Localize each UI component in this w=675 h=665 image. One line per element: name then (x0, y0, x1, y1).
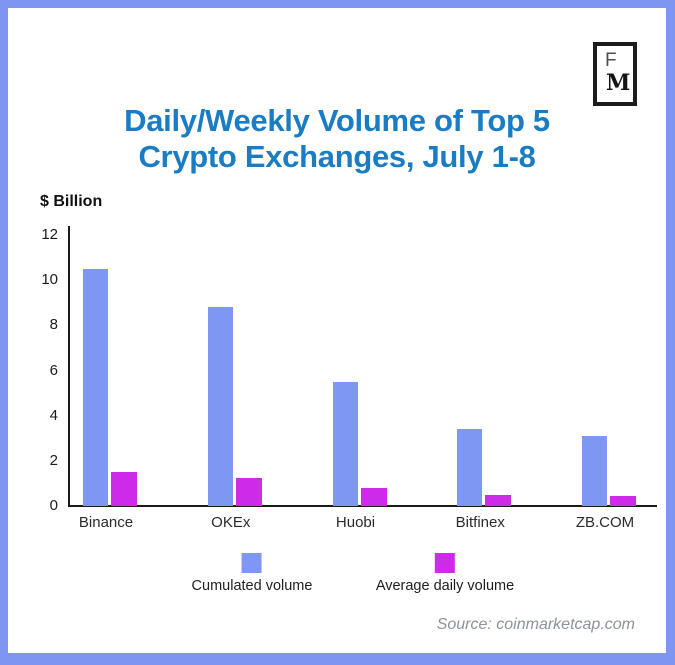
bar-average-daily-volume-zb-com (610, 496, 636, 506)
y-tick-label-2: 2 (49, 451, 58, 469)
y-axis-label: $ Billion (40, 193, 103, 210)
y-tick-label-8: 8 (49, 316, 58, 334)
fm-logo-letter-f: F (605, 50, 617, 71)
x-axis-line (68, 505, 657, 507)
bar-average-daily-volume-binance (111, 472, 137, 506)
legend-label-average-daily-volume: Average daily volume (375, 578, 515, 594)
bar-average-daily-volume-huobi (360, 488, 387, 506)
y-tick-label-10: 10 (41, 271, 58, 289)
bar-cumulated-volume-okex (207, 307, 233, 506)
legend-swatch-average-daily-volume (435, 553, 455, 573)
chart-title-line-2: Crypto Exchanges, July 1-8 (138, 139, 536, 174)
source-credit: Source: coinmarketcap.com (436, 616, 635, 633)
bar-average-daily-volume-bitfinex (485, 494, 512, 506)
y-tick-label-12: 12 (41, 226, 58, 243)
x-category-label-binance: Binance (78, 514, 134, 531)
bar-cumulated-volume-huobi (332, 381, 358, 506)
fm-logo-letter-m: M (606, 70, 631, 96)
legend-item-cumulated-volume: Cumulated volume (191, 553, 313, 594)
chart-title: Daily/Weekly Volume of Top 5 Crypto Exch… (8, 103, 666, 175)
y-axis-line (68, 226, 70, 506)
y-tick-label-4: 4 (49, 406, 58, 424)
legend-item-average-daily-volume: Average daily volume (376, 553, 514, 594)
bar-cumulated-volume-zb-com (582, 436, 607, 506)
x-category-label-huobi: Huobi (335, 514, 376, 531)
plot-area: 0 2 4 6 8 10 12 Binance OKEx Huobi Bitfinex ZB.COM (41, 226, 658, 531)
x-category-label-bitfinex: Bitfinex (455, 514, 505, 531)
legend-swatch-cumulated-volume (242, 553, 262, 573)
fm-logo: F M (593, 42, 637, 106)
x-category-label-zb-com: ZB.COM (575, 514, 635, 531)
infographic-card: F M Daily/Weekly Volume of Top 5 Crypto … (8, 8, 666, 653)
chart-title-line-1: Daily/Weekly Volume of Top 5 (124, 103, 550, 138)
y-tick-label-6: 6 (49, 361, 58, 379)
bar-cumulated-volume-bitfinex (457, 429, 483, 506)
y-tick-label-0: 0 (49, 497, 58, 514)
x-category-label-okex: OKEx (211, 514, 251, 531)
bar-cumulated-volume-binance (83, 268, 108, 506)
legend-label-cumulated-volume: Cumulated volume (191, 578, 313, 594)
bar-average-daily-volume-okex (235, 477, 262, 506)
